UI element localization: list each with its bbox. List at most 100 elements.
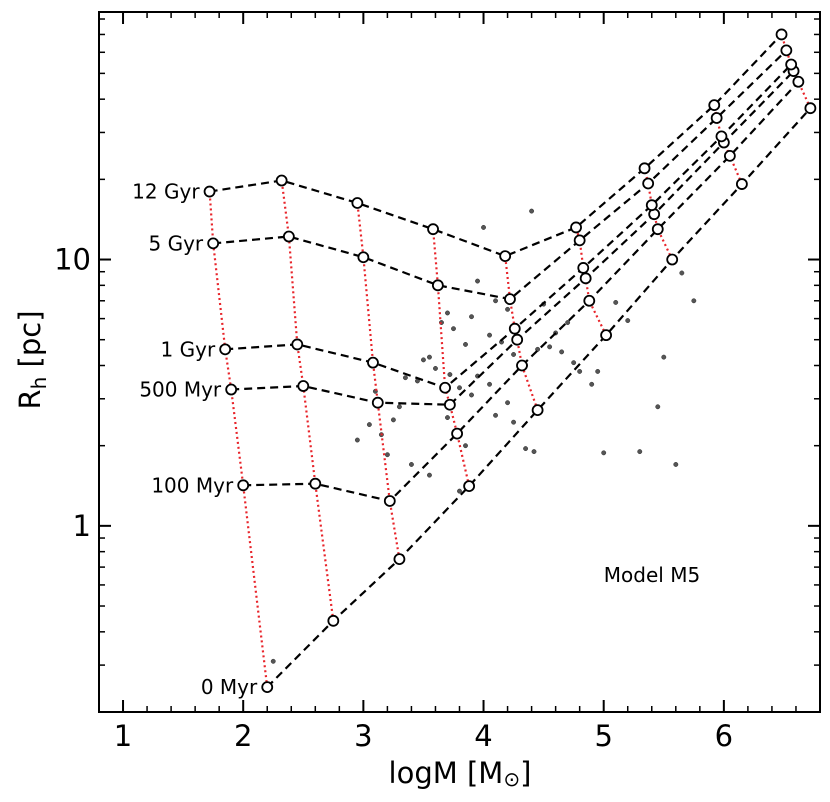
age-marker xyxy=(282,230,295,243)
age-marker xyxy=(577,262,590,274)
age-marker xyxy=(499,250,512,263)
observed-point xyxy=(402,375,408,381)
age-marker xyxy=(203,185,216,198)
age-marker xyxy=(531,404,544,417)
x-tick-label: 3 xyxy=(354,719,372,753)
age-marker xyxy=(573,234,586,247)
age-line xyxy=(243,81,800,503)
age-marker xyxy=(275,174,288,187)
x-axis-label-main: logM [M xyxy=(389,756,504,790)
age-marker xyxy=(638,162,651,175)
observed-point xyxy=(457,385,462,391)
observed-point xyxy=(493,298,498,304)
age-marker xyxy=(708,99,721,112)
age-marker xyxy=(780,44,793,57)
observed-point xyxy=(511,419,517,425)
age-marker xyxy=(309,477,322,490)
y-axis-label: Rh [pc] xyxy=(13,310,51,409)
age-marker xyxy=(666,253,679,266)
y-tick-label: 1 xyxy=(73,509,91,543)
age-marker xyxy=(723,149,736,162)
observed-point xyxy=(523,446,529,452)
y-axis-label-unit: [pc] xyxy=(13,310,47,376)
age-marker xyxy=(511,333,524,346)
observed-point xyxy=(691,298,697,304)
age-marker xyxy=(792,75,805,88)
age-marker xyxy=(579,272,592,285)
observed-point xyxy=(445,310,450,316)
observed-point xyxy=(547,344,553,350)
observed-point xyxy=(565,320,571,325)
observed-point xyxy=(529,208,535,214)
plot-frame xyxy=(98,11,821,713)
age-marker xyxy=(570,221,582,234)
age-marker xyxy=(261,681,274,694)
observed-point xyxy=(613,299,619,305)
age-marker xyxy=(651,223,664,236)
x-tick-label: 5 xyxy=(594,719,612,753)
observed-point xyxy=(589,381,595,387)
observed-point xyxy=(487,381,492,387)
age-marker xyxy=(237,479,250,492)
age-marker xyxy=(219,343,232,356)
age-marker xyxy=(431,279,444,292)
x-axis-label-close: ] xyxy=(520,756,531,790)
age-label: 500 Myr xyxy=(139,378,222,402)
y-axis-label-sub: h xyxy=(27,377,51,390)
x-tick-label: 1 xyxy=(114,719,132,753)
observed-point xyxy=(655,404,661,410)
observed-point xyxy=(475,278,480,284)
age-marker xyxy=(367,356,379,369)
age-line xyxy=(266,107,812,688)
observed-point xyxy=(451,326,456,332)
age-label: 1 Gyr xyxy=(161,337,216,361)
observed-point xyxy=(354,437,360,443)
observed-point xyxy=(408,462,414,467)
age-marker xyxy=(427,223,439,236)
observed-point xyxy=(673,462,679,467)
age-marker xyxy=(383,495,396,507)
age-marker xyxy=(463,480,476,493)
age-label: 12 Gyr xyxy=(132,180,200,204)
age-line xyxy=(209,33,783,258)
observed-point xyxy=(469,392,474,398)
age-marker xyxy=(393,553,406,566)
isomass-line xyxy=(504,255,539,411)
observed-point xyxy=(661,354,667,360)
age-marker xyxy=(710,112,723,124)
observed-point xyxy=(384,452,390,458)
observed-point xyxy=(469,314,474,320)
observed-point xyxy=(571,360,577,366)
observed-point xyxy=(625,318,631,324)
age-marker xyxy=(351,197,364,209)
y-tick-label: 10 xyxy=(54,243,91,277)
age-marker xyxy=(297,380,310,392)
observed-point xyxy=(463,341,468,347)
age-marker xyxy=(439,381,451,394)
age-marker xyxy=(642,177,655,190)
observed-point xyxy=(505,306,511,312)
age-marker xyxy=(207,237,220,250)
age-marker xyxy=(775,28,788,41)
observed-point xyxy=(505,400,511,406)
age-labels: 0 Myr 100 Myr 500 Myr 1 Gyr 5 Gyr 12 Gyr xyxy=(132,180,258,700)
age-marker xyxy=(225,383,238,396)
observed-point xyxy=(447,372,453,377)
x-tick-label: 4 xyxy=(474,719,492,753)
x-tick-label: 6 xyxy=(715,719,733,753)
age-marker xyxy=(357,251,370,264)
age-marker xyxy=(735,178,748,190)
observed-point xyxy=(531,449,537,455)
model-annotation: Model M5 xyxy=(604,563,700,587)
age-marker xyxy=(785,58,798,71)
observed-point xyxy=(637,449,643,455)
age-marker xyxy=(715,130,728,143)
observed-point xyxy=(427,472,432,478)
observed-point xyxy=(493,412,498,418)
age-label: 0 Myr xyxy=(201,675,258,699)
observed-point xyxy=(270,658,276,664)
y-axis-label-main: R xyxy=(13,389,47,409)
age-marker xyxy=(371,396,384,409)
